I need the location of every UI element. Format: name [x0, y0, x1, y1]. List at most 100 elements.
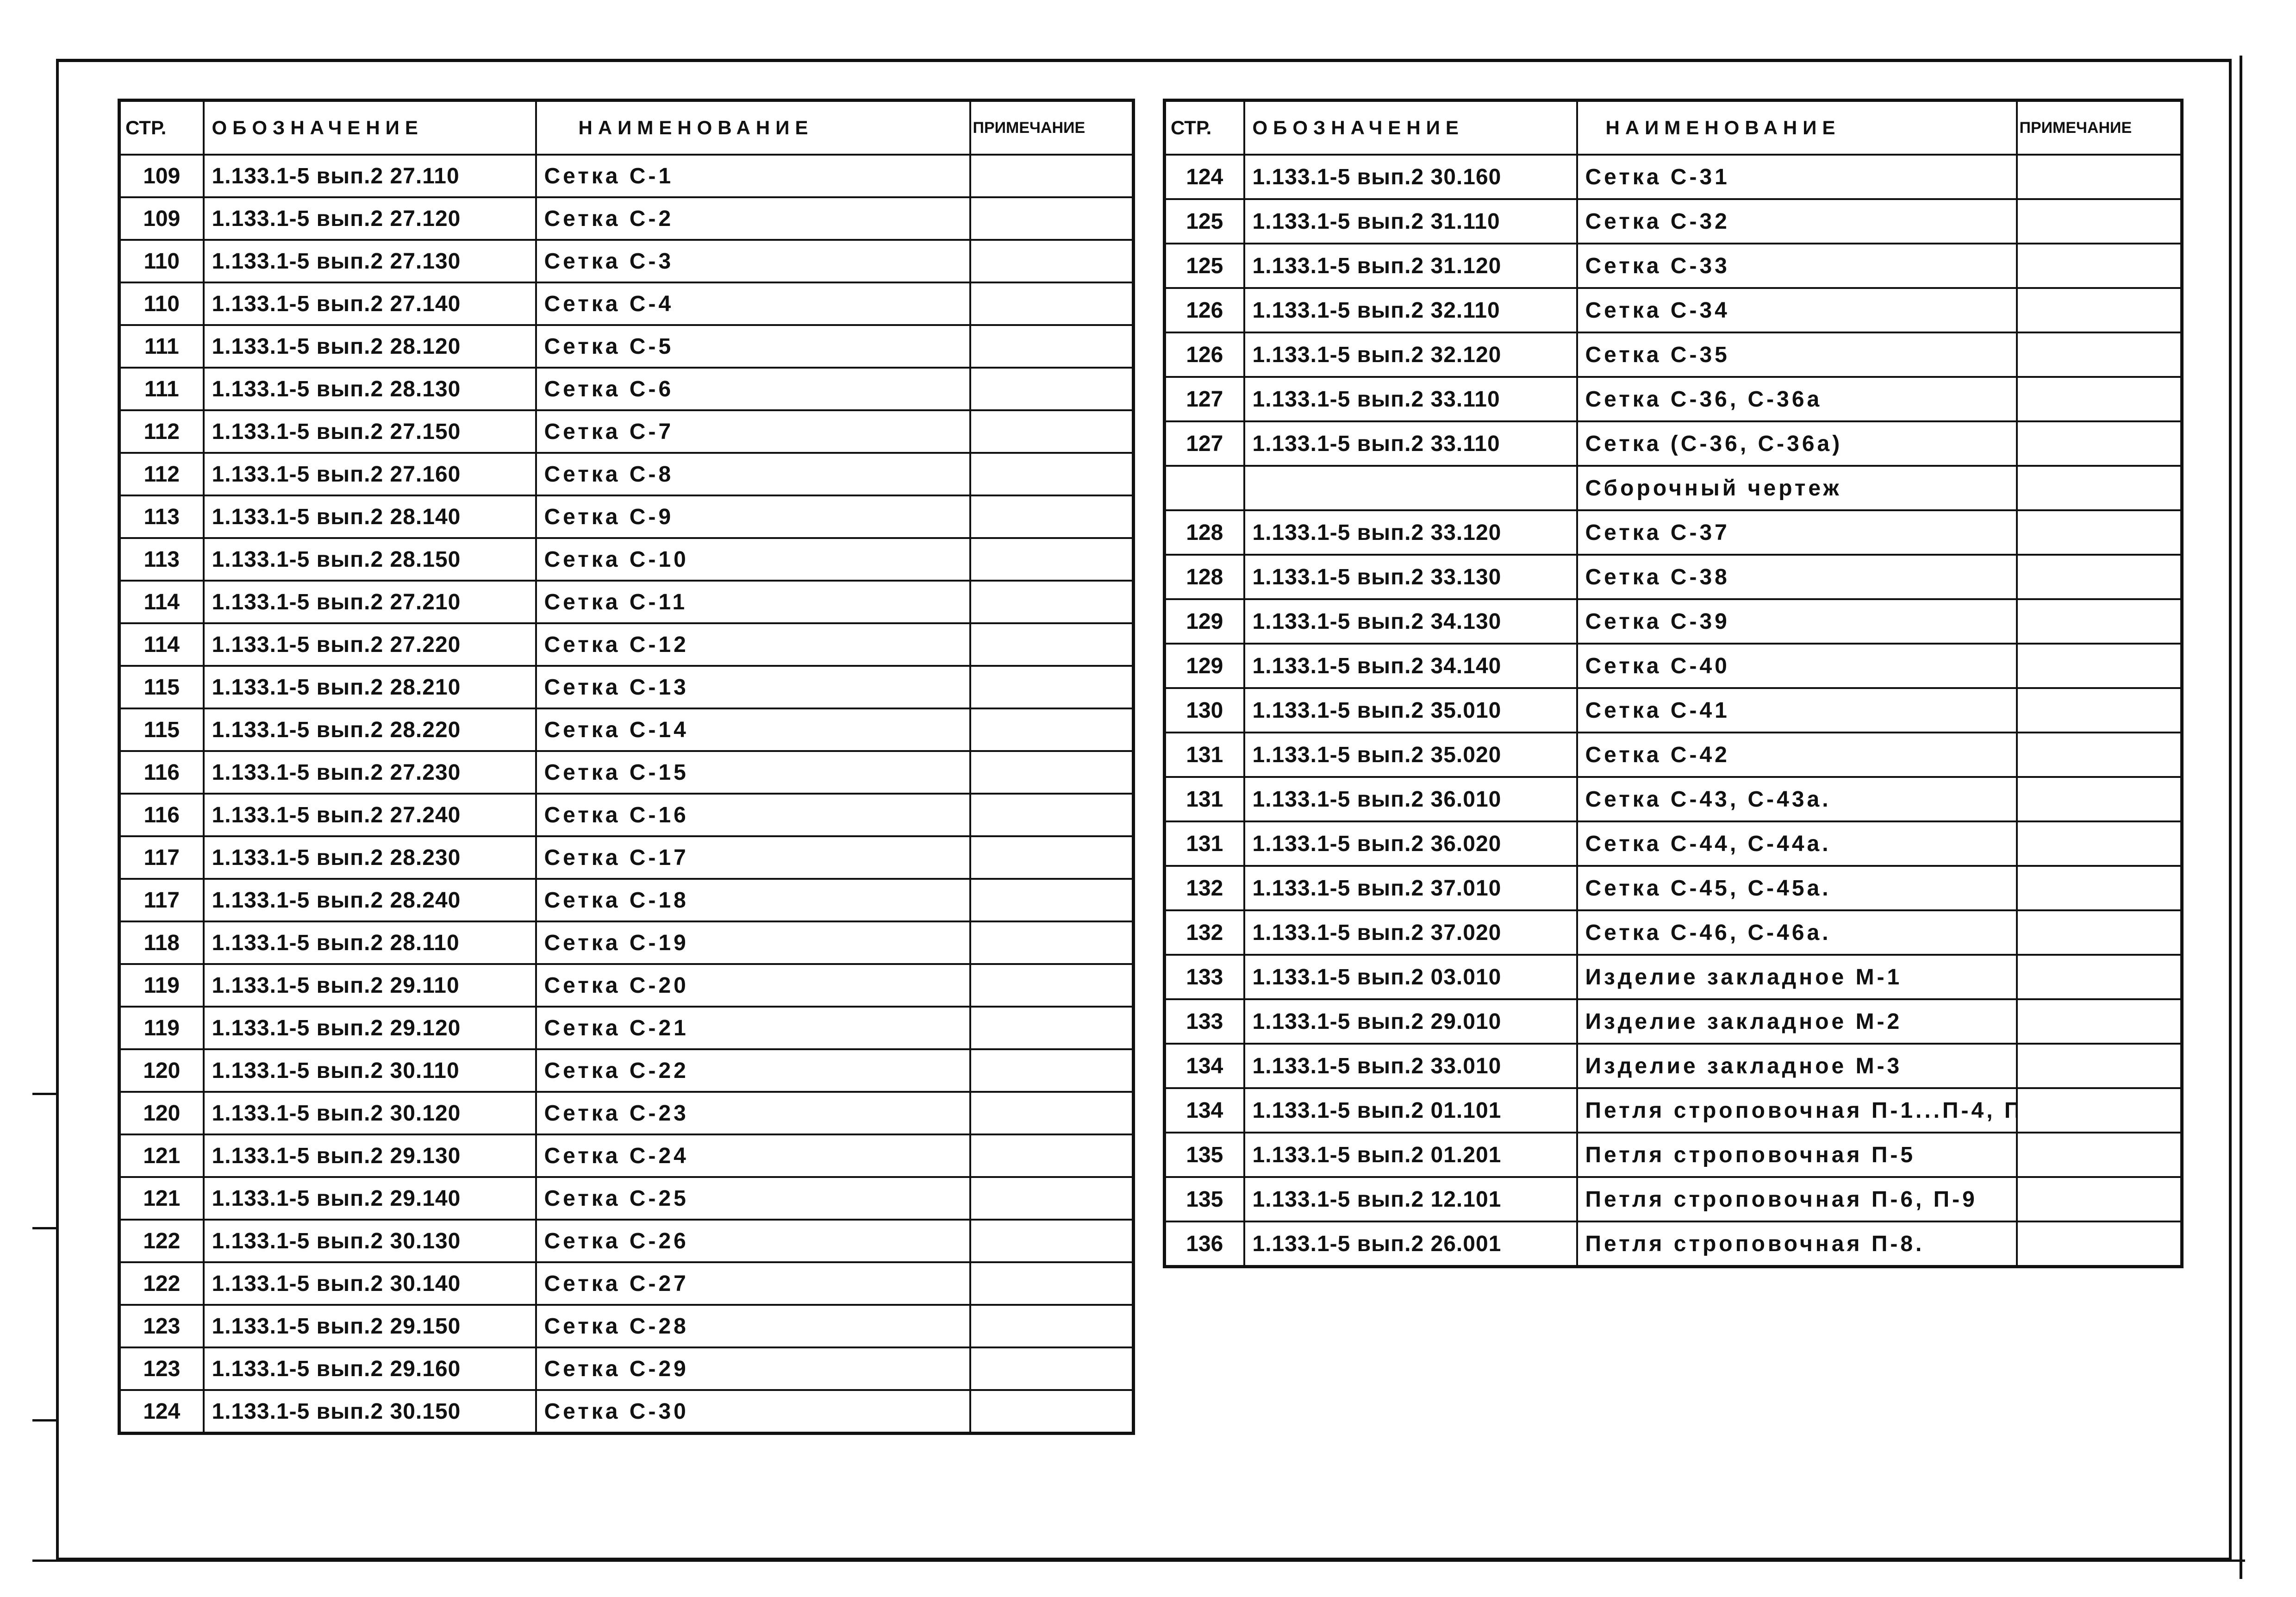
cell-page: 128	[1163, 554, 1245, 600]
table-row: 112 1.133.1-5 вып.2 27.150 Сетка С-7	[118, 409, 1135, 454]
cell-note	[2015, 509, 2183, 556]
cell-page: 112	[118, 409, 205, 454]
cell-page: 109	[118, 154, 205, 198]
cell-code: 1.133.1-5 вып.2 34.140	[1243, 643, 1578, 689]
cell-page: 133	[1163, 954, 1245, 1000]
table-row: 121 1.133.1-5 вып.2 29.130 Сетка С-24	[118, 1134, 1135, 1178]
cell-note	[2015, 154, 2183, 200]
cell-code: 1.133.1-5 вып.2 33.120	[1243, 509, 1578, 556]
margin-tick	[32, 1227, 58, 1229]
cell-page: 122	[118, 1261, 205, 1306]
cell-code: 1.133.1-5 вып.2 36.020	[1243, 820, 1578, 867]
cell-code: 1.133.1-5 вып.2 37.020	[1243, 909, 1578, 956]
table-row: 111 1.133.1-5 вып.2 28.130 Сетка С-6	[118, 367, 1135, 411]
cell-code: 1.133.1-5 вып.2 28.120	[202, 324, 537, 369]
cell-note	[969, 452, 1135, 496]
cell-page: 136	[1163, 1221, 1245, 1268]
cell-name: Сетка С-17	[535, 835, 971, 880]
cell-note	[969, 537, 1135, 582]
cell-note	[2015, 1176, 2183, 1222]
cell-name: Сетка С-4	[535, 282, 971, 326]
cell-page: 128	[1163, 509, 1245, 556]
table-row: 116 1.133.1-5 вып.2 27.240 Сетка С-16	[118, 793, 1135, 837]
cell-note	[2015, 954, 2183, 1000]
table-row: 123 1.133.1-5 вып.2 29.160 Сетка С-29	[118, 1346, 1135, 1391]
cell-name: Сетка С-22	[535, 1048, 971, 1093]
cell-code: 1.133.1-5 вып.2 28.220	[202, 708, 537, 752]
cell-page: 127	[1163, 376, 1245, 422]
header-row: СТР. ОБОЗНАЧЕНИЕ НАИМЕНОВАНИЕ ПРИМЕЧАНИЕ	[118, 99, 1135, 156]
cell-note	[2015, 420, 2183, 467]
cell-note	[969, 708, 1135, 752]
cell-page: 110	[118, 239, 205, 283]
cell-page: 121	[118, 1134, 205, 1178]
header-name: НАИМЕНОВАНИЕ	[535, 99, 971, 156]
cell-page: 116	[118, 793, 205, 837]
cell-note	[969, 1091, 1135, 1135]
cell-code: 1.133.1-5 вып.2 31.110	[1243, 198, 1578, 244]
cell-note	[2015, 820, 2183, 867]
cell-page: 131	[1163, 820, 1245, 867]
frame-bottom-border	[32, 1559, 2245, 1562]
cell-name: Сетка С-13	[535, 665, 971, 709]
cell-code: 1.133.1-5 вып.2 30.150	[202, 1389, 537, 1434]
cell-name: Сетка С-12	[535, 622, 971, 667]
cell-code: 1.133.1-5 вып.2 27.110	[202, 154, 537, 198]
cell-code: 1.133.1-5 вып.2 29.150	[202, 1304, 537, 1348]
cell-name: Сетка С-26	[535, 1219, 971, 1263]
cell-note	[2015, 376, 2183, 422]
cell-code: 1.133.1-5 вып.2 30.140	[202, 1261, 537, 1306]
cell-note	[969, 282, 1135, 326]
cell-name: Сетка С-30	[535, 1389, 971, 1434]
cell-name: Сетка С-8	[535, 452, 971, 496]
cell-name: Сетка С-36, С-36а	[1576, 376, 2018, 422]
cell-code: 1.133.1-5 вып.2 27.120	[202, 196, 537, 241]
cell-code: 1.133.1-5 вып.2 28.210	[202, 665, 537, 709]
cell-page: 126	[1163, 332, 1245, 378]
cell-code: 1.133.1-5 вып.2 12.101	[1243, 1176, 1578, 1222]
cell-name: Сетка С-29	[535, 1346, 971, 1391]
header-page: СТР.	[118, 99, 205, 156]
cell-note	[969, 1048, 1135, 1093]
cell-page: 117	[118, 835, 205, 880]
cell-code: 1.133.1-5 вып.2 33.110	[1243, 420, 1578, 467]
table-row: 113 1.133.1-5 вып.2 28.140 Сетка С-9	[118, 495, 1135, 539]
table-row: 133 1.133.1-5 вып.2 03.010 Изделие закладн…	[1163, 954, 2183, 1000]
cell-code: 1.133.1-5 вып.2 33.110	[1243, 376, 1578, 422]
table-row: 120 1.133.1-5 вып.2 30.120 Сетка С-23	[118, 1091, 1135, 1135]
cell-note	[969, 409, 1135, 454]
cell-note	[969, 878, 1135, 922]
cell-note	[969, 1176, 1135, 1221]
cell-note	[969, 963, 1135, 1008]
cell-page: 118	[118, 921, 205, 965]
cell-note	[969, 1346, 1135, 1391]
table-row: 128 1.133.1-5 вып.2 33.130 Сетка С-38	[1163, 554, 2183, 600]
table-row: 127 1.133.1-5 вып.2 33.110 Сетка (С-36, С-…	[1163, 420, 2183, 467]
header-note: ПРИМЕЧАНИЕ	[2015, 99, 2183, 156]
cell-note	[969, 154, 1135, 198]
cell-code: 1.133.1-5 вып.2 28.130	[202, 367, 537, 411]
cell-code: 1.133.1-5 вып.2 26.001	[1243, 1221, 1578, 1268]
cell-page: 123	[118, 1346, 205, 1391]
cell-page	[1163, 465, 1245, 511]
table-row: 113 1.133.1-5 вып.2 28.150 Сетка С-10	[118, 537, 1135, 582]
table-row: 131 1.133.1-5 вып.2 36.020 Сетка С-44, С-4…	[1163, 820, 2183, 867]
cell-note	[969, 196, 1135, 241]
cell-note	[2015, 332, 2183, 378]
cell-page: 132	[1163, 909, 1245, 956]
table-row: 132 1.133.1-5 вып.2 37.010 Сетка С-45, С-4…	[1163, 865, 2183, 911]
cell-name: Сетка С-16	[535, 793, 971, 837]
cell-name: Сетка С-5	[535, 324, 971, 369]
cell-code: 1.133.1-5 вып.2 27.140	[202, 282, 537, 326]
cell-note	[2015, 909, 2183, 956]
cell-name: Сетка С-24	[535, 1134, 971, 1178]
table-row: 126 1.133.1-5 вып.2 32.110 Сетка С-34	[1163, 287, 2183, 333]
cell-code: 1.133.1-5 вып.2 34.130	[1243, 598, 1578, 645]
table-row: 130 1.133.1-5 вып.2 35.010 Сетка С-41	[1163, 687, 2183, 733]
table-row: 122 1.133.1-5 вып.2 30.140 Сетка С-27	[118, 1261, 1135, 1306]
cell-code: 1.133.1-5 вып.2 01.101	[1243, 1087, 1578, 1134]
table-row: 134 1.133.1-5 вып.2 01.101 Петля строповоч…	[1163, 1087, 2183, 1134]
cell-page: 113	[118, 537, 205, 582]
table-row: 111 1.133.1-5 вып.2 28.120 Сетка С-5	[118, 324, 1135, 369]
cell-code: 1.133.1-5 вып.2 32.110	[1243, 287, 1578, 333]
